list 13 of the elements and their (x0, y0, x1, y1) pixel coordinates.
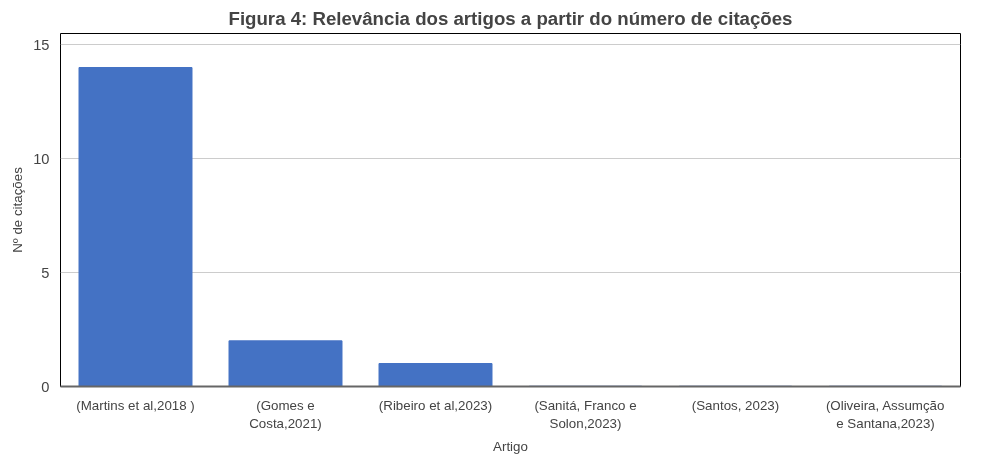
x-tick-label: (Ribeiro et al,2023) (378, 397, 493, 413)
x-tick-label: (Oliveira, Assumção e Santana,2023) (825, 397, 945, 431)
x-axis-title: Artigo (493, 438, 528, 454)
chart-title: Figura 4: Relevância dos artigos a partir do número de citações (228, 7, 793, 29)
y-tick-label: 5 (41, 264, 50, 281)
x-tick-label: (Martins et al,2018 ) (76, 397, 195, 413)
x-tick-label: (Gomes e Costa,2021) (249, 397, 322, 431)
y-tick-label: 10 (33, 150, 50, 167)
y-tick-label: 15 (33, 36, 50, 53)
y-axis-title: Nº de citações (10, 166, 26, 253)
x-tick-label: (Sanitá, Franco e Solon,2023) (534, 397, 637, 431)
y-tick-label: 0 (41, 378, 50, 395)
x-tick-label: (Santos, 2023) (691, 397, 780, 413)
